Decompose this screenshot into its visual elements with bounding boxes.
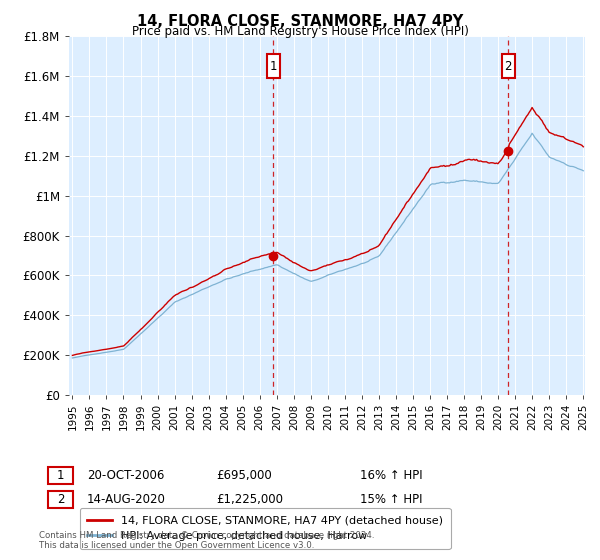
FancyBboxPatch shape — [267, 54, 280, 78]
Text: Price paid vs. HM Land Registry's House Price Index (HPI): Price paid vs. HM Land Registry's House … — [131, 25, 469, 38]
Text: 1: 1 — [57, 469, 64, 482]
Text: 14, FLORA CLOSE, STANMORE, HA7 4PY: 14, FLORA CLOSE, STANMORE, HA7 4PY — [137, 14, 463, 29]
Text: 2: 2 — [57, 493, 64, 506]
Text: £1,225,000: £1,225,000 — [216, 493, 283, 506]
Legend: 14, FLORA CLOSE, STANMORE, HA7 4PY (detached house), HPI: Average price, detache: 14, FLORA CLOSE, STANMORE, HA7 4PY (deta… — [80, 508, 451, 549]
FancyBboxPatch shape — [502, 54, 515, 78]
Text: 1: 1 — [269, 60, 277, 73]
Text: Contains HM Land Registry data © Crown copyright and database right 2024.
This d: Contains HM Land Registry data © Crown c… — [39, 530, 374, 550]
Text: 2: 2 — [505, 60, 512, 73]
Text: 20-OCT-2006: 20-OCT-2006 — [87, 469, 164, 482]
Text: £695,000: £695,000 — [216, 469, 272, 482]
Text: 16% ↑ HPI: 16% ↑ HPI — [360, 469, 422, 482]
Text: 14-AUG-2020: 14-AUG-2020 — [87, 493, 166, 506]
Text: 15% ↑ HPI: 15% ↑ HPI — [360, 493, 422, 506]
